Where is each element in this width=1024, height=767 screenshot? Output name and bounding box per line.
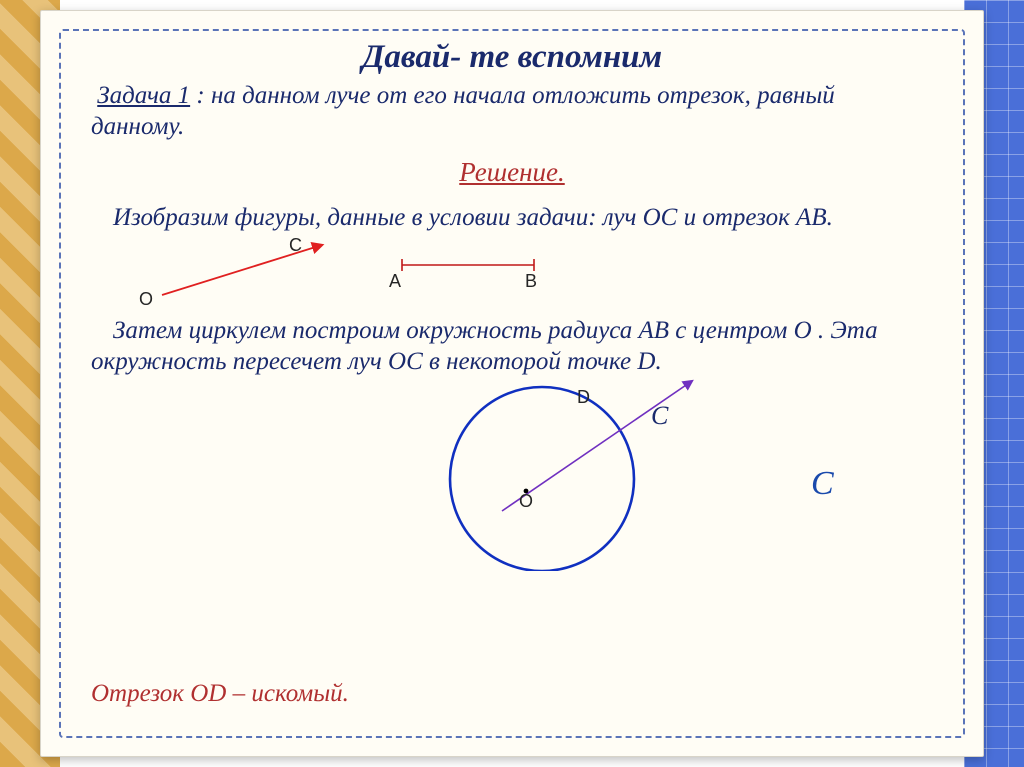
diagram-ray-and-segment: O C A B	[91, 235, 933, 307]
label-C-italic: C	[651, 401, 668, 431]
circle-O	[450, 387, 634, 571]
label-C: C	[289, 235, 302, 256]
diagram-circle: O D C C	[91, 371, 933, 571]
label-D: D	[577, 387, 590, 408]
solution-heading: Решение.	[91, 157, 933, 188]
label-O-center: O	[519, 491, 533, 512]
label-C-big: C	[811, 465, 834, 503]
slide-title: Давай- те вспомним	[91, 39, 933, 76]
paper-card: Давай- те вспомним Задача 1 : на данном …	[40, 10, 984, 757]
paragraph-1: Изобразим фигуры, данные в условии задач…	[91, 202, 933, 233]
diagram2-svg	[91, 371, 933, 571]
stitched-frame: Давай- те вспомним Задача 1 : на данном …	[59, 29, 965, 738]
problem-statement: Задача 1 : на данном луче от его начала …	[91, 80, 933, 143]
label-O: O	[139, 289, 153, 310]
diagram1-svg	[91, 235, 933, 307]
problem-lead: Задача 1	[97, 82, 190, 109]
label-B: B	[525, 271, 537, 292]
conclusion: Отрезок ОD – искомый.	[91, 680, 349, 708]
label-A: A	[389, 271, 401, 292]
problem-sep: :	[190, 82, 211, 109]
paragraph-2: Затем циркулем построим окружность радиу…	[91, 315, 933, 378]
